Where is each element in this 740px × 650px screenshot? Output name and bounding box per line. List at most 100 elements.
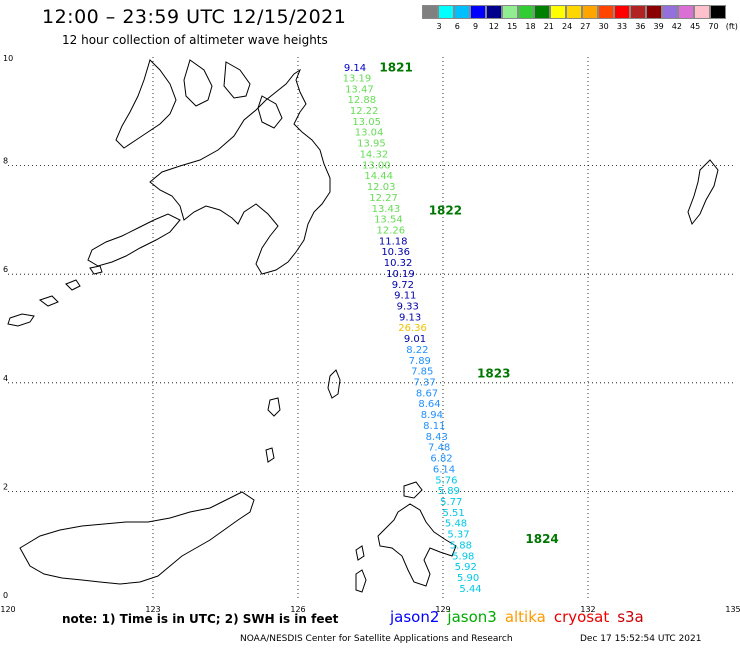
wave-height-value: 7.85 [411, 367, 433, 378]
wave-height-value: 8.67 [416, 388, 438, 399]
colorbar-swatch [598, 5, 614, 19]
pass-time-label: 1824 [525, 532, 558, 546]
wave-height-value: 8.11 [423, 421, 445, 432]
pass-time-label: 1823 [477, 366, 510, 380]
colorbar-label: 3 [436, 22, 442, 31]
colorbar-label: 21 [543, 22, 554, 31]
wave-height-value: 10.19 [386, 269, 415, 280]
chart-subtitle: 12 hour collection of altimeter wave hei… [62, 33, 328, 47]
sulu-islands [7, 313, 35, 327]
pass-labels: 1821 1822 1823 1824 [379, 61, 558, 546]
wave-height-value: 5.92 [455, 562, 477, 573]
sulu-islands [65, 279, 81, 291]
wave-height-value: 26.36 [398, 323, 427, 334]
wave-height-value: 9.11 [394, 291, 416, 302]
y-tick-label: 4 [3, 374, 8, 383]
satellite-legend-item: altika [504, 608, 546, 626]
sulawesi-coastline [19, 491, 255, 585]
x-tick-label: 132 [580, 605, 595, 614]
wave-height-value: 5.77 [440, 497, 462, 508]
colorbar-label: 24 [562, 22, 573, 31]
chart-title: 12:00 – 23:59 UTC 12/15/2021 [42, 6, 347, 28]
x-tick-label: 120 [0, 605, 15, 614]
wave-height-value: 13.47 [345, 84, 374, 95]
wave-height-value: 13.43 [372, 204, 401, 215]
timestamp-text: Dec 17 15:52:54 UTC 2021 [580, 634, 702, 644]
y-tick-label: 0 [3, 591, 8, 600]
wave-height-value: 8.43 [426, 432, 448, 443]
wave-height-value: 9.33 [397, 301, 419, 312]
wave-height-value: 13.04 [355, 128, 384, 139]
x-tick-label: 123 [145, 605, 160, 614]
wave-height-value: 8.64 [418, 399, 440, 410]
wave-height-value: 13.95 [357, 139, 386, 150]
wave-height-value: 9.01 [404, 334, 426, 345]
x-tick-label: 135 [725, 605, 740, 614]
x-tick-label: 126 [290, 605, 305, 614]
axis-labels: 0 2 4 6 8 10 120 123 126 129 132 135 [0, 54, 740, 614]
colorbar-swatch [438, 5, 454, 19]
sangihe-island [267, 397, 281, 417]
island-coastline [223, 61, 251, 99]
note-text: note: 1) Time is in UTC; 2) SWH is in fe… [62, 612, 339, 626]
wave-height-value: 5.44 [459, 584, 481, 595]
wave-height-value: 12.03 [367, 182, 396, 193]
satellite-legend: jason2 jason3 altika cryosat s3a [390, 608, 652, 626]
pass-time-label: 1821 [379, 61, 412, 75]
colorbar-label: 45 [690, 22, 701, 31]
zamboanga-coastline [87, 213, 181, 267]
wave-height-value: 7.89 [409, 356, 431, 367]
wave-height-value: 12.88 [347, 95, 376, 106]
colorbar-swatch [518, 5, 534, 19]
colorbar-label: 9 [473, 22, 479, 31]
colorbar-label: 15 [507, 22, 518, 31]
palau-islands [687, 159, 719, 226]
colorbar-swatch [422, 5, 438, 19]
wave-height-value: 14.44 [364, 171, 393, 182]
visayas-coastline [115, 59, 177, 149]
wave-height-value: 7.48 [428, 443, 450, 454]
colorbar-swatch [486, 5, 502, 19]
wave-height-value: 8.22 [406, 345, 428, 356]
sulu-islands [89, 265, 103, 275]
satellite-legend-item: jason3 [447, 608, 497, 626]
colorbar-swatch [694, 5, 710, 19]
wave-height-value: 5.76 [435, 475, 457, 486]
colorbar-label: 39 [653, 22, 664, 31]
wave-height-value: 13.05 [352, 117, 381, 128]
wave-height-value: 9.14 [344, 63, 366, 74]
wave-height-value: 13.00 [362, 160, 391, 171]
colorbar-label: 27 [580, 22, 591, 31]
wave-height-value: 9.72 [392, 280, 414, 291]
wave-height-value: 13.54 [374, 215, 403, 226]
wave-height-value: 12.26 [376, 225, 405, 236]
colorbar-swatch [470, 5, 486, 19]
colorbar-swatch [630, 5, 646, 19]
colorbar-label: 30 [598, 22, 609, 31]
colorbar-swatch [614, 5, 630, 19]
y-tick-label: 10 [3, 54, 13, 63]
wave-height-value: 6.14 [433, 464, 455, 475]
colorbar-label: 42 [671, 22, 682, 31]
colorbar [422, 5, 726, 19]
colorbar-swatch [454, 5, 470, 19]
colorbar-label: 6 [454, 22, 460, 31]
sulu-islands [38, 295, 59, 307]
colorbar-label: 33 [616, 22, 628, 31]
morotai-coastline [403, 481, 423, 499]
colorbar-swatch [646, 5, 662, 19]
y-tick-label: 8 [3, 157, 8, 166]
wave-height-value: 10.32 [384, 258, 413, 269]
y-tick-label: 2 [3, 482, 8, 491]
satellite-legend-item: cryosat [553, 608, 610, 626]
colorbar-swatch [502, 5, 518, 19]
mindanao-coastline [149, 68, 331, 275]
wave-height-value: 10.36 [381, 247, 410, 258]
colorbar-swatch [566, 5, 582, 19]
satellite-legend-item: s3a [617, 608, 644, 626]
colorbar-label: 70 [708, 22, 719, 31]
wave-height-value: 13.19 [343, 73, 372, 84]
grid [8, 57, 733, 600]
satellite-legend-item: jason2 [390, 608, 440, 626]
